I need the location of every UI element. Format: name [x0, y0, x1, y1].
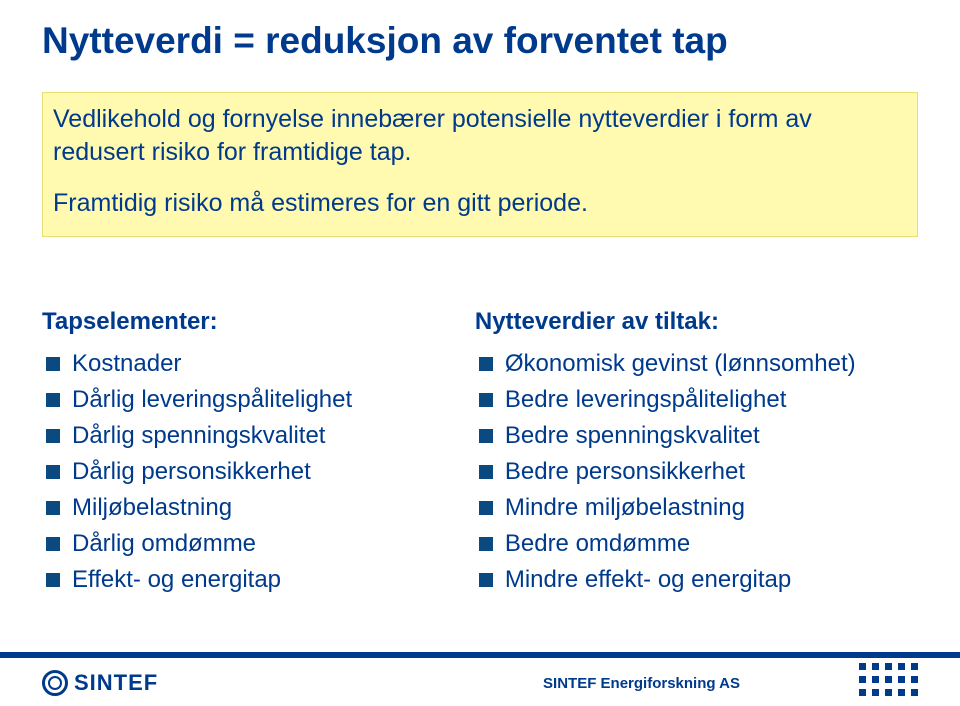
list-item: Dårlig leveringspålitelighet	[42, 382, 445, 418]
list-item: Dårlig personsikkerhet	[42, 454, 445, 490]
footer-dot-grid	[859, 663, 918, 696]
dot-icon	[872, 676, 879, 683]
dot-icon	[885, 689, 892, 696]
sintef-logo: SINTEF	[42, 670, 158, 696]
highlight-paragraph-2: Framtidig risiko må estimeres for en git…	[53, 187, 905, 220]
right-bullet-list: Økonomisk gevinst (lønnsomhet) Bedre lev…	[475, 346, 918, 598]
dot-icon	[859, 689, 866, 696]
dot-icon	[885, 663, 892, 670]
dot-icon	[911, 676, 918, 683]
list-item: Mindre effekt- og energitap	[475, 562, 918, 598]
dot-icon	[898, 663, 905, 670]
list-item: Bedre leveringspålitelighet	[475, 382, 918, 418]
dot-icon	[885, 676, 892, 683]
dot-icon	[898, 676, 905, 683]
list-item: Kostnader	[42, 346, 445, 382]
list-item: Effekt- og energitap	[42, 562, 445, 598]
highlight-box: Vedlikehold og fornyelse innebærer poten…	[42, 92, 918, 237]
slide-title: Nytteverdi = reduksjon av forventet tap	[42, 20, 728, 62]
right-column-header: Nytteverdier av tiltak:	[475, 308, 918, 336]
left-bullet-list: Kostnader Dårlig leveringspålitelighet D…	[42, 346, 445, 598]
dot-icon	[911, 689, 918, 696]
sintef-logo-icon	[42, 670, 68, 696]
dot-icon	[872, 663, 879, 670]
dot-icon	[859, 663, 866, 670]
list-item: Miljøbelastning	[42, 490, 445, 526]
list-item: Økonomisk gevinst (lønnsomhet)	[475, 346, 918, 382]
footer-company-name: SINTEF Energiforskning AS	[543, 675, 740, 692]
list-item: Bedre spenningskvalitet	[475, 418, 918, 454]
left-column-header: Tapselementer:	[42, 308, 445, 336]
sintef-wordmark: SINTEF	[74, 670, 158, 696]
dot-icon	[898, 689, 905, 696]
list-item: Bedre personsikkerhet	[475, 454, 918, 490]
footer-divider	[0, 652, 960, 658]
list-item: Bedre omdømme	[475, 526, 918, 562]
slide: Nytteverdi = reduksjon av forventet tap …	[0, 0, 960, 706]
list-item: Mindre miljøbelastning	[475, 490, 918, 526]
two-column-lists: Tapselementer: Kostnader Dårlig levering…	[42, 308, 918, 598]
right-column: Nytteverdier av tiltak: Økonomisk gevins…	[475, 308, 918, 598]
list-item: Dårlig omdømme	[42, 526, 445, 562]
dot-icon	[872, 689, 879, 696]
left-column: Tapselementer: Kostnader Dårlig levering…	[42, 308, 445, 598]
dot-icon	[859, 676, 866, 683]
dot-icon	[911, 663, 918, 670]
highlight-paragraph-1: Vedlikehold og fornyelse innebærer poten…	[53, 103, 905, 169]
list-item: Dårlig spenningskvalitet	[42, 418, 445, 454]
